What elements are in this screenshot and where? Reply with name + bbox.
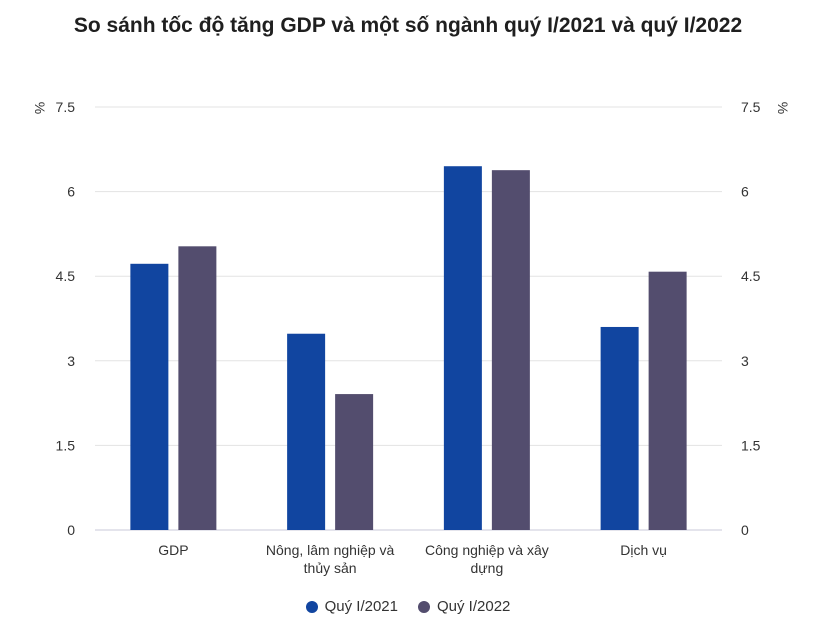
bar-2022 [648, 271, 687, 530]
y-tick-right: 0 [741, 522, 749, 538]
y-tick-left: 6 [67, 184, 75, 200]
y-tick-left: 4.5 [56, 268, 76, 284]
bar-2022 [178, 246, 217, 531]
x-category-label: dựng [471, 560, 504, 576]
bar-2021 [600, 326, 639, 530]
x-category-label: GDP [158, 542, 188, 558]
bar-2021 [287, 333, 326, 530]
legend-dot-2022 [418, 600, 430, 613]
x-category-label: thủy sản [304, 560, 357, 576]
bar-2022 [335, 394, 374, 530]
y-unit-left: % [32, 102, 48, 114]
y-tick-right: 4.5 [741, 268, 761, 284]
y-tick-right: 6 [741, 184, 749, 200]
x-category-label: Công nghiệp và xây [425, 542, 549, 558]
y-tick-left: 0 [67, 522, 75, 538]
y-tick-right: 1.5 [741, 437, 761, 453]
bar-2022 [491, 170, 530, 530]
bar-2021 [130, 263, 169, 530]
bar-chart: 0 0 1.5 1.5 3 3 4.5 4.5 6 6 7.5 7.5% % GDP Nông, lâm n… [32, 99, 791, 576]
y-tick-right: 3 [741, 353, 749, 369]
chart-title: So sánh tốc độ tăng GDP và một số ngành … [73, 14, 743, 37]
legend-label-2022: Quý I/2022 [437, 598, 511, 615]
legend: Quý I/2021 Quý I/2022 [0, 598, 816, 615]
legend-dot-2021 [305, 600, 318, 613]
legend-label-2021: Quý I/2021 [324, 598, 398, 615]
y-tick-left: 1.5 [56, 437, 76, 453]
x-category-label: Dịch vụ [620, 542, 667, 558]
y-unit-right: % [775, 102, 791, 114]
x-category-label: Nông, lâm nghiệp và [266, 542, 395, 558]
legend-item-2022[interactable]: Quý I/2022 [418, 598, 510, 615]
y-tick-left: 3 [67, 353, 75, 369]
y-tick-right: 7.5 [741, 99, 761, 115]
bar-2021 [443, 166, 482, 530]
y-tick-left: 7.5 [56, 99, 76, 115]
legend-item-2021[interactable]: Quý I/2021 [305, 598, 398, 615]
